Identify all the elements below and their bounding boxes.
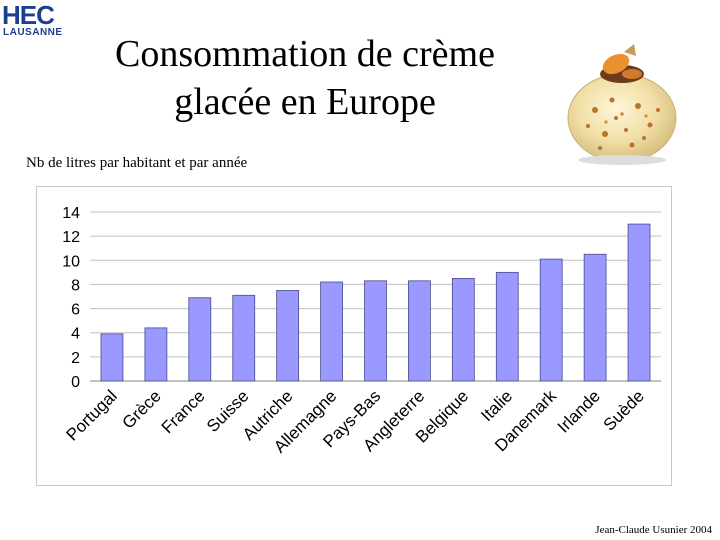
bar-pays-bas xyxy=(364,280,387,382)
bar-angleterre xyxy=(408,280,431,382)
y-tick-label: 6 xyxy=(71,302,80,319)
x-tick-label: Portugal xyxy=(63,386,121,444)
title-line-1: Consommation de crème xyxy=(115,33,495,75)
slide-title: Consommation de crème glacée en Europe xyxy=(70,30,540,126)
x-tick-label: Italie xyxy=(477,386,516,425)
ice-cream-scoop-image xyxy=(567,44,677,165)
logo-hec-text: HEC xyxy=(2,0,55,30)
y-tick-label: 14 xyxy=(62,205,80,222)
y-tick-label: 2 xyxy=(71,350,80,367)
bar-allemagne xyxy=(320,281,343,382)
chart-subtitle: Nb de litres par habitant et par année xyxy=(26,155,248,171)
bar-irlande xyxy=(583,253,607,382)
logo-city-text: LAUSANNE xyxy=(3,27,63,38)
bar-danemark xyxy=(539,258,563,382)
x-tick-label: Suède xyxy=(600,386,648,434)
x-tick-label: France xyxy=(158,386,209,437)
bar-portugal xyxy=(100,333,124,382)
bar-autriche xyxy=(276,290,300,382)
bar-suède xyxy=(627,223,651,382)
bar-chart: 02468101214PortugalGrèceFranceSuisseAutr… xyxy=(62,205,661,457)
x-tick-label: Irlande xyxy=(554,386,604,436)
bar-suisse xyxy=(232,294,256,382)
y-tick-label: 4 xyxy=(71,326,80,343)
y-tick-label: 8 xyxy=(71,277,80,294)
title-line-2: glacée en Europe xyxy=(174,81,436,123)
bar-italie xyxy=(495,271,519,382)
bar-france xyxy=(188,297,212,382)
hec-logo: HEC LAUSANNE xyxy=(2,2,68,42)
y-tick-label: 0 xyxy=(71,374,80,391)
bar-belgique xyxy=(451,277,475,382)
x-tick-label: Grèce xyxy=(119,386,165,432)
y-tick-label: 12 xyxy=(62,229,80,246)
footer-credit: Jean-Claude Usunier 2004 xyxy=(595,524,712,536)
bar-grèce xyxy=(144,327,168,382)
y-tick-label: 10 xyxy=(62,253,80,270)
